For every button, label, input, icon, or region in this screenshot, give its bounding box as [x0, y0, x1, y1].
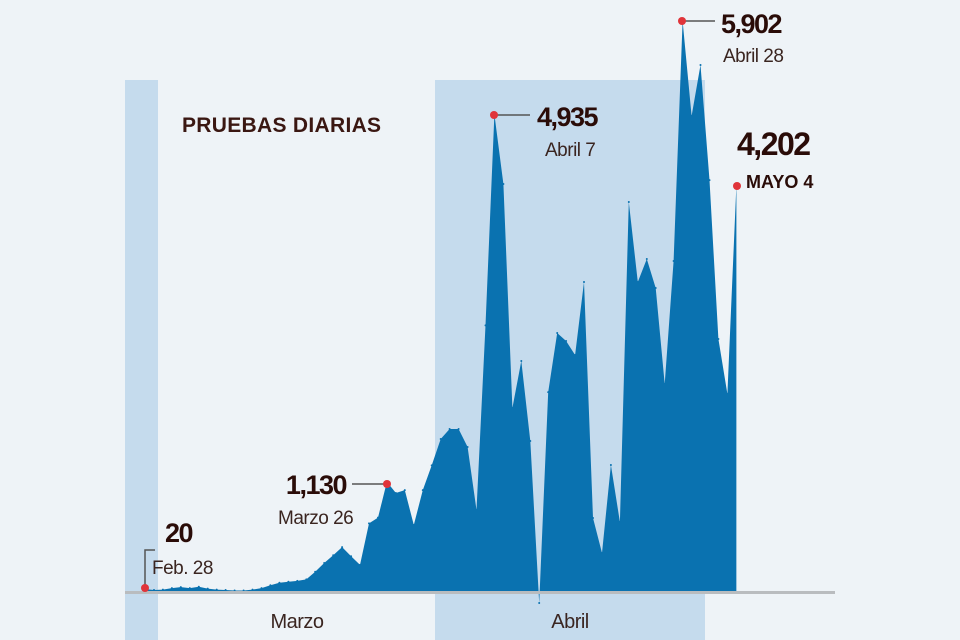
- data-point-mar-27: [394, 492, 397, 494]
- annotation-date: Feb. 28: [152, 558, 213, 579]
- annotation-value: 1,130: [286, 470, 347, 500]
- data-point-mar-31: [430, 464, 433, 467]
- data-point-mar-30: [421, 489, 424, 492]
- x-axis-baseline: [125, 591, 835, 594]
- data-point-apr-11: [529, 440, 532, 442]
- annotation-marzo-26: 1,130 Marzo 26: [278, 470, 391, 529]
- data-point-mar-15: [287, 580, 290, 583]
- data-point-mar-21: [341, 546, 344, 549]
- data-point-apr-12: [538, 602, 541, 604]
- data-point-apr-13: [547, 391, 550, 394]
- data-point-mar-28: [403, 489, 406, 492]
- annotation-value: 4,202: [737, 126, 810, 162]
- data-point-mar-13: [269, 584, 272, 587]
- data-point-may-2: [717, 338, 720, 340]
- annotation-date: Abril 7: [545, 140, 595, 161]
- data-point-apr-17: [583, 281, 585, 283]
- data-point-apr-29: [690, 115, 693, 117]
- annotation-date: Marzo 26: [278, 508, 353, 529]
- data-point-mar-20: [332, 554, 335, 557]
- data-point-apr-14: [556, 332, 559, 334]
- annotation-date: Abril 28: [723, 46, 783, 67]
- data-point-mar-2: [170, 587, 173, 590]
- data-point-mar-18: [314, 570, 317, 573]
- data-point-mar-19: [323, 562, 326, 564]
- data-point-apr-1: [439, 438, 442, 440]
- data-point-apr-18: [592, 517, 594, 519]
- data-point-mar-3: [179, 586, 182, 589]
- data-point-apr-16: [574, 354, 577, 356]
- annotation-value: 5,902: [721, 9, 782, 39]
- data-point-apr-15: [565, 340, 568, 342]
- marker-dot: [141, 584, 149, 592]
- data-point-mar-22: [350, 555, 353, 558]
- annotation-mayo-4: 4,202 MAYO 4: [733, 126, 813, 192]
- data-point-mar-14: [278, 581, 281, 584]
- month-label-abril: Abril: [551, 611, 589, 633]
- data-point-mar-17: [305, 578, 308, 581]
- feb-band: [125, 80, 158, 640]
- annotation-date: MAYO 4: [746, 172, 813, 192]
- marker-dot: [383, 480, 391, 488]
- annotation-value: 4,935: [537, 102, 599, 132]
- data-point-apr-2: [448, 428, 451, 430]
- data-point-mar-29: [412, 524, 415, 526]
- data-point-mar-16: [296, 579, 299, 582]
- chart-title: PRUEBAS DIARIAS: [182, 114, 381, 137]
- data-point-mar-7: [215, 588, 218, 591]
- data-point-apr-24: [645, 258, 648, 260]
- data-point-mar-24: [368, 522, 370, 525]
- data-point-apr-20: [609, 464, 612, 466]
- data-point-apr-4: [466, 446, 469, 448]
- data-point-mar-4: [188, 587, 191, 590]
- marker-dot: [733, 182, 741, 190]
- data-point-mar-6: [206, 587, 209, 590]
- data-point-apr-10: [520, 360, 523, 362]
- data-point-apr-6: [484, 324, 487, 327]
- data-point-mar-1: [161, 588, 164, 591]
- data-point-mar-23: [359, 563, 361, 566]
- data-point-mar-8: [224, 589, 227, 591]
- data-point-apr-25: [654, 287, 657, 289]
- marker-dot: [490, 111, 498, 119]
- annotation-abril-28: 5,902 Abril 28: [678, 9, 784, 67]
- annotation-abril-7: 4,935 Abril 7: [490, 102, 600, 161]
- area-series: [145, 21, 737, 603]
- data-point-apr-23: [636, 281, 639, 283]
- data-point-apr-21: [618, 521, 621, 523]
- data-point-apr-26: [663, 383, 666, 385]
- month-label-marzo: Marzo: [270, 611, 323, 633]
- data-point-mar-12: [260, 587, 263, 590]
- data-point-feb-29: [153, 589, 155, 591]
- data-point-mar-5: [197, 585, 200, 588]
- data-point-may-3: [726, 393, 729, 395]
- annotation-value: 20: [165, 518, 193, 548]
- marker-dot: [678, 17, 686, 25]
- data-point-apr-8: [502, 183, 505, 185]
- data-point-apr-9: [511, 407, 514, 409]
- data-point-apr-30: [699, 64, 702, 66]
- data-point-apr-27: [672, 260, 675, 262]
- data-point-apr-3: [457, 428, 460, 430]
- annotation-feb-28: 20 Feb. 28: [141, 518, 213, 592]
- leader-line: [144, 549, 155, 588]
- data-point-may-1: [708, 179, 711, 182]
- data-point-apr-19: [601, 552, 603, 554]
- data-point-apr-5: [475, 509, 478, 511]
- data-point-mar-25: [377, 516, 379, 519]
- data-point-mar-11: [251, 588, 254, 591]
- data-point-apr-22: [627, 201, 630, 203]
